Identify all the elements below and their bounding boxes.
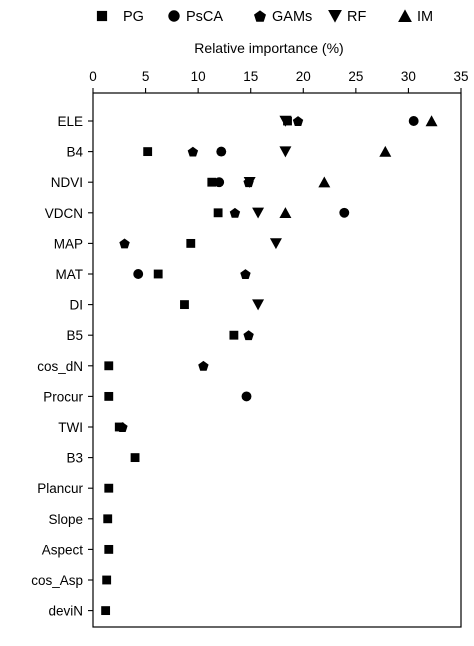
point-pg: [130, 453, 140, 463]
point-gams: [117, 422, 128, 432]
point-psca: [408, 116, 419, 126]
point-pg: [101, 606, 111, 616]
point-pg: [186, 238, 196, 248]
point-pg: [104, 391, 114, 401]
x-axis-ticks: 0 5 10 15 20 25 30 35: [89, 69, 469, 93]
y-category-label: B4: [66, 145, 83, 160]
point-psca: [241, 391, 252, 402]
legend-label: PG: [123, 9, 144, 25]
point-psca: [216, 146, 227, 157]
point-rf: [279, 115, 292, 127]
point-gams: [187, 146, 199, 157]
y-category-label: Procur: [43, 389, 83, 404]
point-rf: [269, 238, 282, 250]
point-gams: [229, 207, 241, 218]
legend-marker-psca: [168, 10, 180, 22]
x-tick-label: 25: [348, 69, 363, 84]
y-category-label: ELE: [57, 114, 83, 129]
y-axis-categories: ELE B4 NDVI VDCN MAP MAT DI B5 cos_dN Procur TWI B3…: [31, 114, 93, 619]
x-tick-label: 10: [191, 69, 206, 84]
x-tick-label: 5: [142, 69, 150, 84]
point-pg: [103, 514, 113, 524]
data-points: [101, 115, 438, 616]
point-psca: [133, 269, 144, 279]
x-axis-title: Relative importance (%): [194, 40, 343, 56]
point-psca: [214, 177, 225, 188]
y-category-label: NDVI: [51, 175, 83, 190]
y-category-label: TWI: [58, 420, 83, 435]
point-pg: [102, 575, 112, 585]
y-category-label: DI: [70, 298, 84, 313]
point-pg: [104, 361, 114, 371]
legend-marker-pg: [96, 10, 108, 22]
point-rf: [252, 299, 265, 311]
point-psca: [339, 207, 350, 218]
point-pg: [153, 269, 163, 279]
y-category-label: MAP: [54, 236, 83, 251]
point-pg: [143, 147, 153, 157]
y-category-label: Aspect: [42, 542, 84, 557]
y-category-label: VDCN: [45, 206, 83, 221]
y-category-label: MAT: [56, 267, 84, 282]
x-tick-label: 15: [243, 69, 258, 84]
x-tick-label: 30: [401, 69, 416, 84]
y-category-label: Slope: [48, 512, 83, 527]
point-gams: [292, 116, 304, 126]
x-tick-label: 20: [296, 69, 311, 84]
y-category-label: B5: [66, 328, 83, 343]
x-tick-label: 35: [453, 69, 468, 84]
point-gams: [119, 238, 130, 249]
y-category-label: Plancur: [37, 481, 83, 496]
legend-label: RF: [347, 9, 366, 25]
point-im: [425, 115, 438, 127]
y-category-label: cos_Asp: [31, 573, 83, 588]
legend-label: PsCA: [186, 9, 223, 25]
point-pg: [104, 483, 114, 493]
plot-frame: [92, 92, 462, 628]
legend-label: IM: [417, 9, 433, 25]
point-im: [318, 176, 331, 188]
legend-marker-rf: [328, 10, 342, 23]
point-rf: [279, 146, 292, 158]
x-tick-label: 0: [89, 69, 97, 84]
y-category-label: B3: [66, 451, 83, 466]
point-im: [379, 145, 392, 157]
point-gams: [240, 269, 251, 279]
legend: PG PsCA GAMs RF IM: [96, 9, 433, 25]
legend-label: GAMs: [272, 9, 312, 25]
point-pg: [229, 330, 239, 340]
point-gams: [243, 330, 254, 341]
point-im: [279, 207, 292, 218]
point-pg: [104, 544, 114, 554]
legend-marker-gams: [254, 10, 266, 22]
point-pg: [213, 208, 223, 218]
legend-marker-im: [398, 9, 412, 22]
y-category-label: cos_dN: [37, 359, 83, 374]
point-rf: [252, 207, 265, 219]
point-pg: [180, 300, 189, 310]
point-pg: [207, 177, 217, 187]
y-category-label: deviN: [48, 604, 83, 619]
point-rf: [243, 177, 256, 188]
point-gams: [198, 360, 209, 371]
